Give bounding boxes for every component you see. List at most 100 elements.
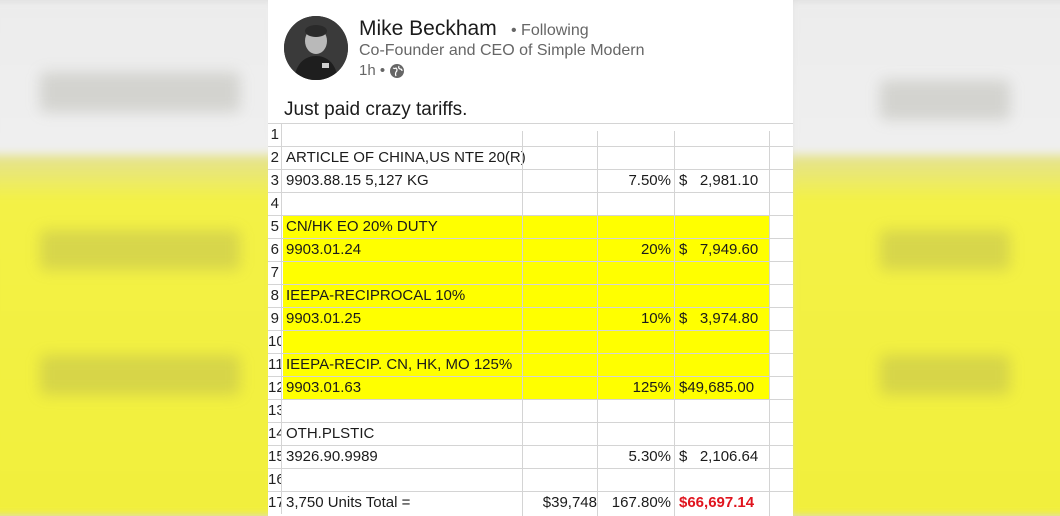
cell-desc: IEEPA-RECIP. CN, HK, MO 125% [286,356,513,373]
row-number: 7 [268,262,282,284]
row-number: 9 [268,308,282,330]
cell-desc: 9903.01.63 [286,379,362,396]
cell-col3 [523,400,597,422]
cell-col3 [523,124,597,146]
cell-col3 [523,446,597,468]
row-cells [283,400,770,422]
row-cells [283,193,770,215]
row-number: 16 [268,469,282,491]
cell-col3 [523,423,597,445]
cell-rate [599,262,671,284]
cell-amount [679,124,763,146]
row-number: 15 [268,446,282,468]
table-row: 10 [268,330,793,353]
cell-rate [599,423,671,445]
cell-amount [679,423,763,445]
cell-rate: 20% [640,241,671,258]
cell-desc [286,262,516,284]
author-name[interactable]: Mike Beckham [359,17,497,40]
cell-rate [599,124,671,146]
globe-icon [390,63,405,78]
table-row: 2 ARTICLE OF CHINA,US NTE 20(R) [268,146,793,169]
row-number: 17 [268,492,282,514]
cell-desc [286,193,516,215]
row-number: 8 [268,285,282,307]
cell-rate [599,285,671,307]
cell-col3: $39,748 [542,494,597,511]
cell-amount: $ 2,106.64 [679,448,759,465]
row-cells: 3,750 Units Total = $39,748 167.80% $66,697… [283,492,770,514]
avatar[interactable] [284,16,348,80]
cell-col3 [523,147,597,169]
table-row: 129903.01.63 125% $49,685.00 [268,376,793,399]
row-number: 3 [268,170,282,192]
cell-desc: IEEPA-RECIPROCAL 10% [286,287,466,304]
row-cells: CN/HK EO 20% DUTY [283,216,770,238]
row-cells [283,331,770,353]
post-text: Just paid crazy tariffs. [284,99,468,120]
cell-col3 [523,308,597,330]
row-number: 12 [268,377,282,399]
cell-amount [679,147,763,169]
row-number: 11 [268,354,282,376]
cell-desc: 9903.01.24 [286,241,362,258]
post-time: 1h • [359,62,386,79]
cell-amount [679,331,763,353]
row-number: 2 [268,147,282,169]
cell-desc: 9903.01.25 [286,310,362,327]
blurred-background-right [790,0,1060,516]
cell-rate [599,331,671,353]
table-row: 4 [268,192,793,215]
row-cells: 3926.90.9989 5.30% $ 2,106.64 [283,446,770,468]
cell-rate: 5.30% [628,448,671,465]
row-cells: ARTICLE OF CHINA,US NTE 20(R) [283,147,770,169]
cell-rate: 167.80% [611,494,671,511]
cell-desc [286,124,516,146]
following-status[interactable]: • Following [511,22,589,39]
row-number: 1 [268,124,282,146]
cell-amount [679,469,763,491]
cell-desc [286,400,516,422]
blurred-background-left [0,0,275,516]
cell-desc [286,469,516,491]
cell-rate [599,469,671,491]
cell-rate [599,147,671,169]
table-row: 9 9903.01.25 10% $ 3,974.80 [268,307,793,330]
row-cells [283,124,770,146]
cell-rate [599,193,671,215]
cell-desc: ARTICLE OF CHINA,US NTE 20(R) [286,149,526,166]
spreadsheet-image: 1 2 ARTICLE OF CHINA,US NTE 20(R) 3 9903.88.… [268,123,793,516]
grid-line [597,131,598,516]
blurred-shape [40,355,240,395]
cell-col3 [523,193,597,215]
cell-desc: CN/HK EO 20% DUTY [286,218,438,235]
cell-col3 [523,216,597,238]
cell-rate: 7.50% [628,172,671,189]
table-row: 3 9903.88.15 5,127 KG 7.50% $ 2,981.10 [268,169,793,192]
cell-col3 [523,377,597,399]
row-number: 5 [268,216,282,238]
table-row: 6 9903.01.24 20% $ 7,949.60 [268,238,793,261]
cell-col3 [523,170,597,192]
row-cells: 9903.01.25 10% $ 3,974.80 [283,308,770,330]
table-row: 5 CN/HK EO 20% DUTY [268,215,793,238]
row-cells: IEEPA-RECIPROCAL 10% [283,285,770,307]
post-meta: 1h • [359,62,405,79]
table-row: 8 IEEPA-RECIPROCAL 10% [268,284,793,307]
row-number: 4 [268,193,282,215]
cell-amount [679,354,763,376]
avatar-photo-icon [284,16,348,80]
cell-rate: 10% [640,310,671,327]
row-cells [283,262,770,284]
cell-amount: $66,697.14 [679,494,755,511]
cell-rate: 125% [632,379,671,396]
cell-desc: 9903.88.15 5,127 KG [286,172,429,189]
blurred-shape [880,230,1010,270]
cell-rate [599,400,671,422]
cell-col3 [523,262,597,284]
row-number: 6 [268,239,282,261]
cell-col3 [523,285,597,307]
row-cells: OTH.PLSTIC [283,423,770,445]
table-row: 1 [268,123,793,146]
